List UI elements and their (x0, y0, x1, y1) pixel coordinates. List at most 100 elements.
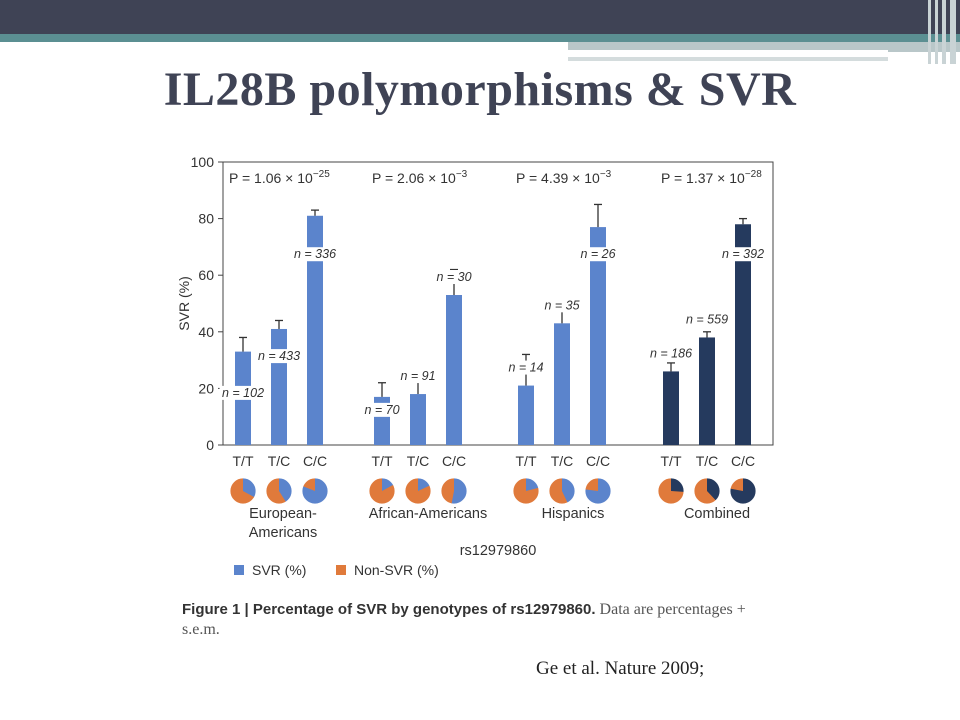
bar (735, 224, 751, 445)
n-label: n = 336 (294, 247, 336, 261)
header-accent-stripe (0, 34, 960, 42)
plot-frame (222, 161, 774, 446)
genotype-label: C/C (442, 453, 466, 469)
n-label-bg (361, 402, 403, 417)
genotype-label: T/T (233, 453, 254, 469)
genotype-label: T/T (372, 453, 393, 469)
bar (307, 215, 323, 445)
y-tick-label: 0 (206, 437, 214, 453)
group-label: European- (249, 506, 317, 522)
pie-outline (265, 477, 293, 505)
figure-caption-text: Data are percentages + s.e.m. (182, 601, 746, 638)
y-tick-label: 60 (198, 267, 214, 283)
p-value-label: P = 2.06 × 10−3 (372, 169, 468, 186)
genotype-label: C/C (731, 453, 755, 469)
pie-svr-slice (526, 478, 539, 491)
pie-svr-slice (585, 478, 611, 504)
bar (446, 295, 462, 445)
genotype-label: T/T (661, 453, 682, 469)
pie-outline (693, 477, 721, 505)
header-gray-stripe (568, 42, 960, 52)
n-label: n = 14 (508, 361, 543, 375)
n-label: n = 70 (364, 403, 399, 417)
bar (663, 371, 679, 445)
genotype-label: T/C (696, 453, 719, 469)
pie-outline (657, 477, 685, 505)
genotype-label: C/C (586, 453, 610, 469)
legend-nonsvr-label: Non-SVR (%) (354, 562, 439, 578)
figure-caption: Figure 1 | Percentage of SVR by genotype… (182, 600, 782, 640)
bar (410, 394, 426, 445)
genotype-label: T/C (407, 453, 430, 469)
p-value-label: P = 1.37 × 10−28 (661, 169, 762, 186)
pie-outline (440, 477, 468, 505)
x-axis-label: rs12979860 (460, 543, 537, 559)
pie-svr-slice (279, 478, 292, 502)
bar (518, 385, 534, 445)
n-label: n = 91 (400, 369, 435, 383)
pie-svr-slice (730, 478, 756, 505)
n-label-bg (397, 369, 439, 384)
n-label-bg (577, 247, 619, 262)
header-band (0, 0, 960, 34)
citation: Ge et al. Nature 2009; (536, 658, 705, 679)
n-label: n = 30 (436, 270, 471, 284)
pie-svr-slice (302, 478, 328, 505)
pie-svr-slice (707, 478, 720, 501)
n-label-bg (719, 247, 767, 262)
genotype-label: T/C (551, 453, 574, 469)
pie-outline (512, 477, 540, 505)
group-label: Hispanics (542, 506, 605, 522)
bar (699, 337, 715, 445)
pie-outline (548, 477, 576, 505)
genotype-label: T/T (516, 453, 537, 469)
pie-outline (584, 477, 612, 505)
bar (554, 323, 570, 445)
pie-svr-slice (671, 477, 684, 492)
pie-svr-slice (562, 478, 575, 503)
pie-outline (368, 477, 396, 505)
group-label: Americans (249, 525, 318, 541)
slide-title: IL28B polymorphisms & SVR (163, 63, 797, 116)
header-thin-stripe (568, 57, 888, 61)
p-value-label: P = 4.39 × 10−3 (516, 169, 612, 186)
n-label-bg (647, 346, 695, 361)
figure-caption-label: Figure 1 | Percentage of SVR by genotype… (182, 601, 596, 618)
legend-svr-swatch (234, 565, 244, 575)
y-tick-label: 40 (198, 324, 214, 340)
n-label: n = 433 (258, 349, 300, 363)
genotype-label: C/C (303, 453, 327, 469)
n-label: n = 102 (222, 386, 264, 400)
n-label: n = 186 (650, 346, 692, 360)
pie-outline (729, 477, 757, 505)
n-label-bg (219, 385, 267, 400)
y-tick-label: 20 (198, 380, 214, 396)
n-label-bg (505, 360, 547, 375)
n-label-bg (291, 247, 339, 262)
header-white-line (568, 50, 888, 52)
pie-svr-slice (418, 478, 430, 491)
y-tick-label: 80 (198, 211, 214, 227)
group-label: African-Americans (369, 506, 487, 522)
bar (590, 227, 606, 445)
pie-outline (404, 477, 432, 505)
group-label: Combined (684, 506, 750, 522)
header-corner-decoration (928, 0, 960, 64)
n-label: n = 392 (722, 247, 764, 261)
n-label-bg (433, 270, 475, 285)
n-label-bg (683, 312, 731, 327)
genotype-label: T/C (268, 453, 291, 469)
n-label-bg (541, 298, 583, 313)
svr-bar-chart: 0 20 40 60 80 100 SVR (%) P = 1.06 × 10−25 n = 1… (176, 154, 774, 578)
n-label: n = 559 (686, 312, 728, 326)
pie-outline (229, 477, 257, 505)
n-label-bg (255, 349, 303, 364)
pie-outline (301, 477, 329, 505)
pie-svr-slice (451, 478, 467, 504)
bar (271, 328, 287, 445)
n-label: n = 26 (580, 247, 615, 261)
legend-nonsvr-swatch (336, 565, 346, 575)
y-axis-label: SVR (%) (176, 276, 192, 330)
p-value-label: P = 1.06 × 10−25 (229, 169, 330, 186)
n-label: n = 35 (544, 298, 579, 312)
